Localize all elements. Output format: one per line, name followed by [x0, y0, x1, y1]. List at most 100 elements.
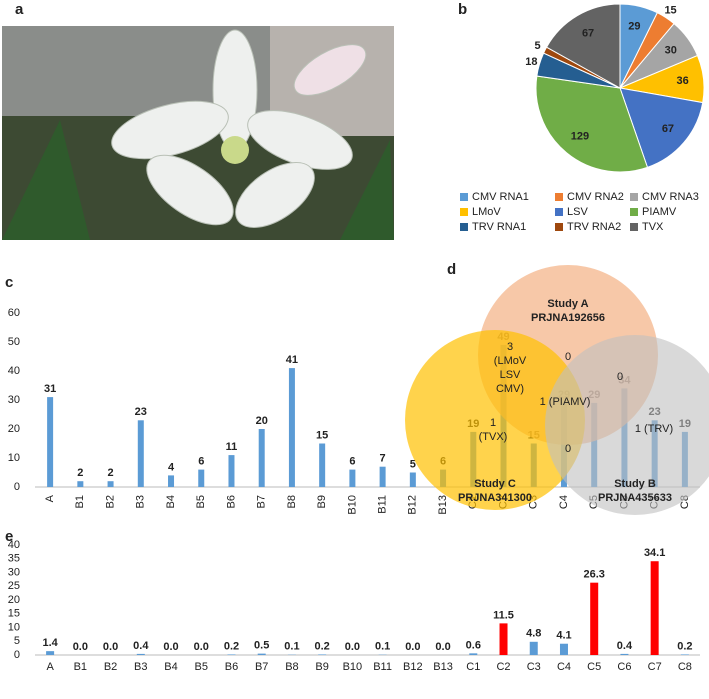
- x-tick-label: B4: [164, 661, 177, 673]
- x-tick-label: B5: [195, 661, 208, 673]
- x-tick-label: B11: [373, 661, 392, 673]
- bar: [469, 653, 478, 655]
- bar: [318, 654, 327, 655]
- region-label: 3: [507, 341, 513, 353]
- x-tick-label: B12: [407, 495, 419, 515]
- x-tick-label: B3: [135, 495, 147, 508]
- data-label: 36: [676, 75, 688, 87]
- x-tick-label: B2: [104, 661, 117, 673]
- data-label: 67: [662, 123, 674, 135]
- x-tick-label: A: [44, 494, 56, 502]
- y-tick-label: 0: [14, 649, 20, 661]
- y-tick-label: 30: [8, 566, 20, 578]
- legend-swatch: [555, 223, 563, 231]
- bar: [529, 641, 538, 655]
- x-tick-label: B13: [437, 495, 449, 515]
- venn-set: [545, 335, 709, 515]
- y-tick-label: 50: [8, 336, 20, 348]
- x-tick-label: B10: [346, 495, 358, 515]
- region-label: CMV): [496, 383, 524, 395]
- x-tick-label: C1: [466, 661, 480, 673]
- panel-label: c: [5, 274, 13, 291]
- x-tick-label: B5: [195, 495, 207, 508]
- y-tick-label: 0: [14, 481, 20, 493]
- panel-label: d: [447, 261, 456, 278]
- data-label: 0.0: [73, 641, 88, 653]
- data-label: 0.0: [405, 641, 420, 653]
- data-label: 15: [664, 5, 676, 17]
- data-label: 0.0: [435, 641, 450, 653]
- legend-label: TRV RNA1: [472, 221, 526, 233]
- bar: [47, 397, 54, 487]
- x-tick-label: C2: [496, 661, 510, 673]
- pie-slice: [535, 75, 649, 173]
- x-tick-label: B3: [134, 661, 147, 673]
- bar: [620, 653, 629, 655]
- x-tick-label: C4: [558, 495, 570, 509]
- x-tick-label: C3: [527, 661, 541, 673]
- y-tick-label: 20: [8, 594, 20, 606]
- data-label: 6: [349, 456, 355, 468]
- y-tick-label: 40: [8, 539, 20, 551]
- bar: [499, 623, 508, 655]
- data-label: 18: [525, 56, 537, 68]
- x-tick-label: B6: [225, 495, 237, 508]
- data-label: 0.2: [315, 640, 330, 652]
- data-label: 11: [226, 441, 238, 453]
- x-tick-label: B9: [315, 661, 328, 673]
- bar: [198, 469, 205, 487]
- data-label: 0.2: [677, 640, 692, 652]
- data-label: 0.1: [284, 641, 299, 653]
- y-tick-label: 35: [8, 553, 20, 565]
- y-tick-label: 30: [8, 394, 20, 406]
- set-accession: PRJNA341300: [458, 492, 532, 504]
- data-label: 0.4: [133, 640, 149, 652]
- bar: [46, 651, 55, 655]
- y-tick-label: 10: [8, 452, 20, 464]
- x-tick-label: B8: [286, 495, 298, 508]
- data-label: 31: [44, 383, 56, 395]
- x-tick-label: C8: [678, 661, 692, 673]
- bar: [409, 472, 416, 487]
- x-tick-label: B7: [256, 495, 268, 508]
- set-accession: PRJNA192656: [531, 312, 605, 324]
- x-tick-label: B8: [285, 661, 298, 673]
- bar: [107, 481, 114, 487]
- region-label: 1 (TRV): [635, 423, 673, 435]
- data-label: 0.6: [466, 639, 481, 651]
- x-tick-label: B7: [255, 661, 268, 673]
- legend-swatch: [460, 193, 468, 201]
- data-label: 15: [316, 429, 328, 441]
- y-tick-label: 5: [14, 635, 20, 647]
- data-label: 2: [108, 467, 114, 479]
- panel-label: b: [458, 1, 467, 18]
- x-tick-label: B12: [403, 661, 423, 673]
- x-tick-label: C4: [557, 661, 571, 673]
- y-tick-label: 40: [8, 365, 20, 377]
- bar: [288, 368, 295, 487]
- x-tick-label: B6: [225, 661, 238, 673]
- panel-label: a: [15, 1, 24, 18]
- x-tick-label: B4: [165, 495, 177, 508]
- legend-swatch: [555, 208, 563, 216]
- data-label: 0.1: [375, 641, 390, 653]
- data-label: 23: [135, 406, 147, 418]
- bar: [227, 654, 236, 655]
- x-tick-label: B10: [343, 661, 363, 673]
- region-label: 1 (PIAMV): [540, 396, 591, 408]
- set-name: Study B: [614, 478, 656, 490]
- data-label: 4.1: [556, 630, 571, 642]
- legend-label: TRV RNA2: [567, 221, 621, 233]
- data-label: 26.3: [583, 569, 604, 581]
- data-label: 34.1: [644, 547, 665, 559]
- data-label: 11.5: [493, 609, 514, 621]
- data-label: 67: [582, 28, 594, 40]
- legend-swatch: [630, 223, 638, 231]
- data-label: 5: [410, 458, 416, 470]
- y-tick-label: 15: [8, 608, 20, 620]
- legend-label: LSV: [567, 206, 588, 218]
- bar: [168, 475, 175, 487]
- x-tick-label: C5: [587, 661, 601, 673]
- bar: [379, 466, 386, 487]
